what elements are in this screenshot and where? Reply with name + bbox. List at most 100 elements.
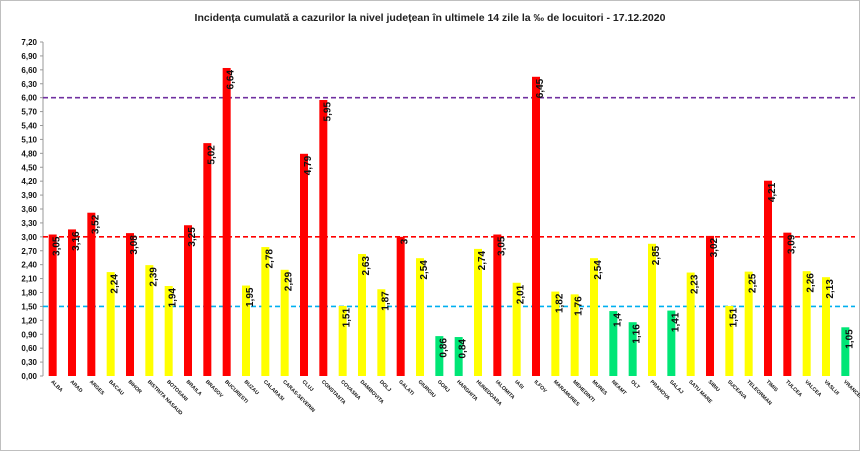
reference-lines — [43, 96, 855, 308]
x-tick-label: TIMIS — [765, 379, 779, 393]
bar-cluj — [300, 153, 308, 376]
bar-tulcea — [783, 232, 792, 376]
x-tick-label: ARGES — [88, 379, 106, 397]
y-tick-label: 7,20 — [21, 38, 37, 47]
data-label: 5,95 — [322, 102, 333, 122]
data-label: 1,51 — [728, 308, 739, 328]
data-label: 0,84 — [458, 339, 469, 359]
bar-harghita — [454, 337, 463, 376]
bar-prahova — [648, 243, 656, 376]
bar-neamt — [609, 311, 618, 376]
data-label: 2,85 — [651, 245, 662, 265]
x-tick-label: OLT — [629, 379, 641, 391]
bar-bacau — [106, 272, 115, 376]
data-label: 3,16 — [71, 231, 82, 251]
x-tick-label: MURES — [591, 379, 609, 397]
y-tick-label: 6,30 — [21, 80, 37, 89]
bar-constanta — [319, 99, 328, 376]
bar-vrancea — [841, 327, 850, 376]
x-tick-label: TULCEA — [784, 379, 803, 398]
bar-alba — [48, 234, 57, 376]
bar-timis — [764, 180, 772, 376]
y-tick-label: 0,90 — [21, 330, 37, 339]
x-tick-label: BIHOR — [127, 379, 143, 395]
data-label: 2,25 — [748, 273, 759, 293]
x-tick-label: GALATI — [397, 379, 415, 397]
bar-dolj — [377, 289, 386, 376]
bar-mures — [590, 258, 598, 376]
y-tick-label: 5,40 — [21, 122, 37, 131]
y-tick-label: 0,00 — [21, 372, 37, 381]
bar-botosani — [164, 286, 173, 376]
y-tick-label: 1,50 — [21, 302, 37, 311]
y-tick-label: 3,60 — [21, 205, 37, 214]
bar-bucuresti — [222, 67, 231, 376]
y-tick-label: 4,50 — [21, 163, 37, 172]
bar-maramures — [551, 291, 560, 376]
x-tick-label: SUCEAVA — [726, 379, 748, 401]
x-tick-label: VRANCEA — [842, 379, 860, 402]
x-tick-label: ILFOV — [533, 379, 548, 394]
data-label: 3,52 — [90, 214, 101, 234]
x-tick-label: VASLUI — [823, 379, 841, 397]
y-tick-label: 0,30 — [21, 358, 37, 367]
data-label: 1,82 — [554, 293, 565, 313]
chart-title: Incidența cumulată a cazurilor la nivel … — [194, 12, 666, 24]
y-tick-label: 3,30 — [21, 219, 37, 228]
x-tick-label: GIURGIU — [417, 379, 437, 399]
y-tick-label: 2,70 — [21, 247, 37, 256]
bar-caras-severin — [280, 269, 289, 376]
bar-satu-mare — [686, 272, 695, 376]
x-tick-label: SALAJ — [668, 379, 684, 395]
bar-arges — [87, 212, 96, 376]
data-label: 2,78 — [264, 249, 275, 269]
data-label: 1,95 — [245, 287, 256, 307]
y-tick-label: 1,80 — [21, 289, 37, 298]
bar-brasov — [203, 143, 212, 376]
y-tick-label: 2,10 — [21, 275, 37, 284]
data-label: 3,05 — [496, 236, 507, 256]
data-label: 3 — [400, 238, 411, 244]
bar-valcea — [802, 271, 811, 376]
y-tick-label: 3,00 — [21, 233, 37, 242]
x-tick-label: CLUJ — [301, 379, 315, 393]
data-label: 3,02 — [709, 237, 720, 257]
data-label: 1,4 — [612, 313, 623, 327]
bar-braila — [184, 225, 192, 376]
data-label: 2,63 — [361, 256, 372, 276]
y-tick-label: 0,60 — [21, 344, 37, 353]
bar-hunedoara — [474, 248, 482, 376]
bar-bihor — [126, 233, 134, 376]
x-tick-label: ALBA — [49, 379, 64, 394]
x-tick-label: ARAD — [69, 379, 84, 394]
x-tick-label: VALCEA — [803, 379, 822, 398]
bar-buzau — [242, 285, 250, 376]
y-tick-label: 6,60 — [21, 66, 37, 75]
y-tick-label: 1,20 — [21, 316, 37, 325]
data-label: 2,29 — [284, 271, 295, 291]
data-label: 3,09 — [786, 234, 797, 254]
bar-iasi — [512, 282, 521, 376]
x-tick-label: BISTRITA NASAUD — [146, 379, 184, 417]
data-label: 1,94 — [168, 288, 179, 308]
data-label: 2,39 — [148, 267, 159, 287]
data-label: 5,02 — [206, 145, 217, 165]
bar-mehedinti — [570, 294, 579, 376]
y-axis: 0,00 0,30 0,60 0,90 1,20 1,50 1,80 2,10 2,40 2,70… — [21, 38, 44, 381]
y-tick-label: 6,00 — [21, 94, 37, 103]
data-label: 2,01 — [516, 284, 527, 304]
x-tick-label: BACAU — [107, 379, 125, 397]
data-label: 2,54 — [419, 260, 430, 280]
x-tick-label: NEAMT — [610, 379, 628, 397]
bar-olt — [628, 322, 637, 376]
data-label: 6,45 — [535, 78, 546, 98]
data-label: 1,41 — [670, 312, 681, 332]
x-tick-label: BRASOV — [204, 379, 224, 399]
y-tick-label: 5,70 — [21, 108, 37, 117]
bar-suceava — [725, 305, 734, 376]
bar-vaslui — [822, 277, 830, 376]
bar-dambovita — [358, 253, 366, 376]
x-tick-label: SIBIU — [707, 379, 721, 393]
x-tick-label: GORJ — [436, 379, 451, 394]
